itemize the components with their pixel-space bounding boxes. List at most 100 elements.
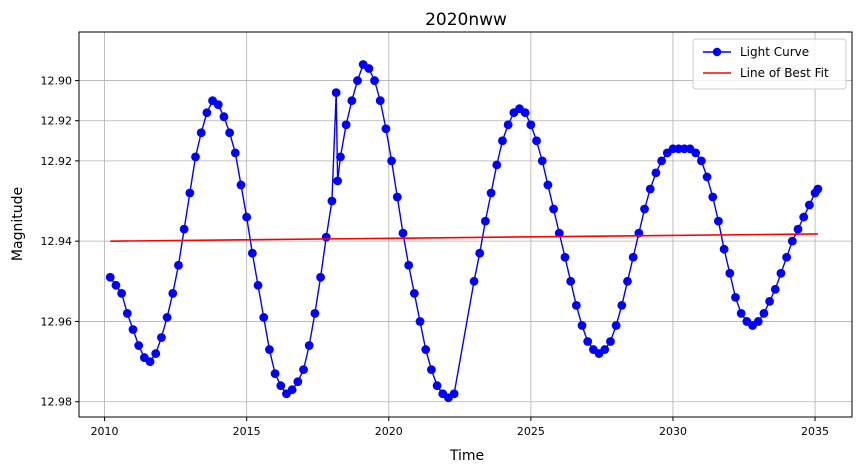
x-tick-label: 2020 — [375, 425, 403, 438]
light-curve-point — [765, 296, 774, 306]
light-curve-point — [787, 236, 797, 246]
light-curve-point — [623, 276, 632, 286]
light-curve-point — [736, 309, 746, 318]
y-tick-label: 12.92 — [41, 115, 73, 128]
light-curve-point — [421, 345, 431, 354]
light-curve-point — [253, 280, 263, 290]
light-curve-point — [554, 228, 564, 238]
ticks: 2010 2015 2020 2025 2030 2035 12.90 12.92 12.92 1… — [41, 75, 830, 438]
x-tick-label: 2010 — [91, 425, 119, 438]
light-curve-point — [174, 260, 183, 270]
light-curve-point — [327, 196, 337, 206]
light-curve-point — [191, 152, 200, 162]
light-curve-point — [696, 156, 706, 166]
light-curve-point — [560, 252, 570, 262]
x-tick-label: 2015 — [233, 425, 261, 438]
light-curve-point — [353, 76, 362, 85]
light-curve-point — [583, 337, 593, 346]
x-axis-label: Time — [449, 448, 484, 464]
light-curve-point — [628, 252, 638, 262]
legend-best-fit-label: Line of Best Fit — [740, 66, 829, 80]
light-curve-point — [299, 365, 308, 375]
legend-box — [692, 38, 847, 90]
light-curve-point — [202, 108, 212, 118]
y-axis-label: Magnitude — [10, 187, 26, 261]
light-curve-point — [398, 228, 408, 238]
light-curve-point — [432, 381, 442, 391]
light-curve-point — [134, 341, 144, 350]
light-curve-point — [213, 100, 223, 110]
light-curve-point — [449, 389, 459, 399]
light-curve-point — [230, 148, 240, 158]
y-tick-label: 12.96 — [41, 315, 73, 328]
grid — [79, 32, 852, 417]
light-curve-point — [606, 337, 615, 346]
light-curve-point — [537, 156, 547, 166]
light-curve-point — [364, 64, 374, 73]
light-curve-point — [799, 212, 809, 222]
legend-light-curve-marker — [712, 47, 722, 57]
light-curve-point — [409, 288, 419, 298]
series — [105, 60, 823, 403]
light-curve-point — [219, 112, 229, 122]
light-curve-point — [225, 128, 235, 138]
light-curve-point — [714, 216, 723, 226]
best-fit-line — [110, 233, 818, 242]
light-curve-point — [577, 321, 587, 330]
light-curve-point — [370, 76, 379, 85]
light-curve-point — [381, 124, 391, 134]
light-curve-point — [265, 345, 274, 354]
legend-light-curve-label: Light Curve — [740, 45, 809, 59]
light-curve-point — [387, 156, 397, 166]
light-curve-point — [776, 268, 786, 278]
light-curve-point — [270, 369, 280, 379]
light-curve-point — [691, 148, 701, 158]
light-curve-point — [503, 120, 513, 130]
light-curve-point — [520, 108, 530, 118]
light-curve-point — [122, 309, 132, 318]
light-curve-point — [105, 272, 115, 282]
light-curve-point — [111, 280, 121, 290]
y-tick-label: 12.98 — [41, 396, 73, 409]
light-curve-point — [128, 325, 138, 334]
light-curve-point — [276, 381, 286, 391]
light-curve-point — [293, 377, 303, 387]
light-curve-point — [151, 349, 161, 358]
light-curve-point — [753, 317, 763, 326]
light-curve-point — [804, 200, 814, 210]
light-curve-point — [415, 317, 425, 326]
light-curve-point — [486, 188, 496, 198]
y-tick-label: 12.92 — [41, 155, 73, 168]
light-curve-point — [617, 300, 627, 310]
light-curve-point — [117, 288, 127, 298]
light-curve-point — [813, 184, 823, 194]
light-curve-point — [793, 224, 803, 234]
light-curve-point — [321, 232, 331, 242]
light-curve-point — [236, 180, 246, 190]
light-curve-point — [543, 180, 553, 190]
light-curve-point — [316, 272, 325, 282]
y-tick-label: 12.90 — [41, 75, 73, 88]
light-curve-point — [498, 136, 507, 146]
light-curve-point — [336, 152, 345, 162]
x-tick-label: 2025 — [517, 425, 545, 438]
light-curve-line — [109, 63, 819, 399]
light-curve-point — [600, 345, 610, 354]
light-curve-point — [196, 128, 206, 138]
light-curve-point — [782, 252, 792, 262]
light-curve-point — [702, 172, 712, 182]
light-curve-point — [469, 276, 479, 286]
light-curve-point — [549, 204, 558, 214]
light-curve-point — [725, 268, 735, 278]
light-curve-point — [426, 365, 436, 375]
light-curve-point — [532, 136, 541, 146]
light-curve-point — [404, 260, 414, 270]
light-curve-point — [287, 385, 297, 395]
light-curve-point — [731, 292, 740, 302]
light-curve-point — [145, 357, 155, 366]
chart-title: 2020nww — [425, 10, 507, 30]
y-tick-label: 12.94 — [41, 235, 73, 248]
light-curve-point — [611, 321, 621, 330]
light-curve-point — [375, 96, 385, 106]
